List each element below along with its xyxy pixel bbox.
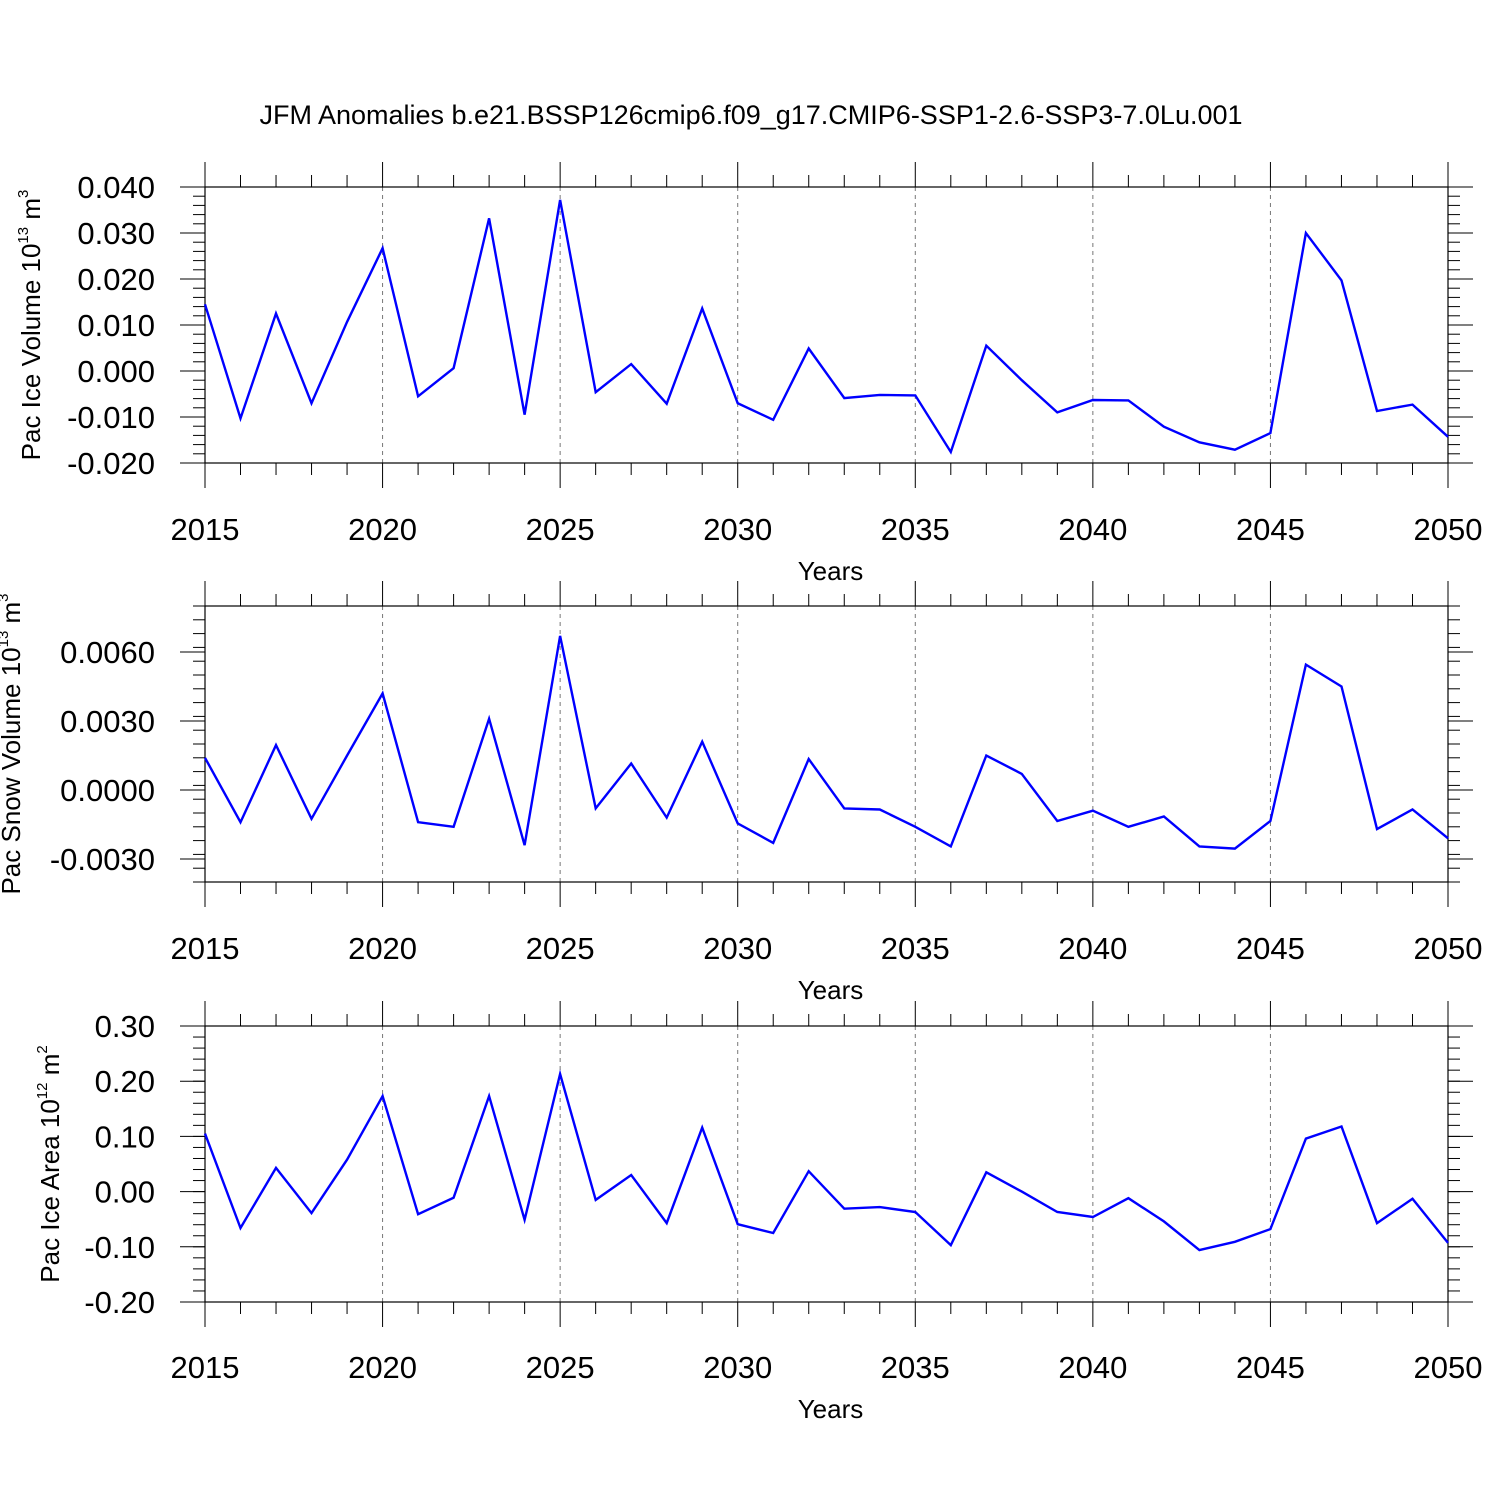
y-axis-label: Pac Snow Volume 1013 m3 bbox=[0, 593, 26, 894]
y-tick-label: -0.020 bbox=[67, 446, 155, 481]
y-axis-label-part: m bbox=[0, 602, 26, 631]
y-axis-label-part: Pac Ice Area 10 bbox=[35, 1099, 65, 1283]
x-tick-label: 2020 bbox=[348, 931, 417, 966]
y-tick-label: -0.20 bbox=[84, 1285, 155, 1320]
y-axis-label-part: m bbox=[16, 198, 46, 227]
x-axis-label: Years bbox=[798, 556, 864, 586]
x-tick-label: 2045 bbox=[1236, 931, 1305, 966]
x-tick-label: 2040 bbox=[1058, 931, 1127, 966]
y-axis-label-superscript: 12 bbox=[34, 1082, 51, 1099]
y-tick-label: 0.030 bbox=[77, 216, 155, 251]
y-tick-label: 0.00 bbox=[95, 1175, 155, 1210]
y-axis-label-superscript: 2 bbox=[34, 1045, 51, 1053]
chart-panel-2: -0.0030 0.0000 0.0030 0.0060 2015 2020 2025 203… bbox=[0, 581, 1482, 1005]
y-tick-label: 0.040 bbox=[77, 170, 155, 205]
y-tick-label: 0.30 bbox=[95, 1009, 155, 1044]
x-tick-label: 2030 bbox=[703, 1350, 772, 1385]
x-tick-label: 2040 bbox=[1058, 512, 1127, 547]
y-axis-label-superscript: 3 bbox=[0, 593, 12, 601]
x-axis-label: Years bbox=[798, 1394, 864, 1424]
x-tick-label: 2030 bbox=[703, 512, 772, 547]
y-tick-label: 0.0030 bbox=[60, 704, 155, 739]
y-tick-label: 0.0000 bbox=[60, 773, 155, 808]
x-tick-label: 2035 bbox=[881, 512, 950, 547]
y-axis-label-superscript: 3 bbox=[15, 190, 32, 198]
x-axis-label: Years bbox=[798, 975, 864, 1005]
x-tick-label: 2025 bbox=[526, 931, 595, 966]
x-tick-label: 2045 bbox=[1236, 512, 1305, 547]
y-tick-label: 0.10 bbox=[95, 1119, 155, 1154]
x-tick-label: 2050 bbox=[1414, 512, 1483, 547]
plot-frame bbox=[204, 1025, 1449, 1303]
panels: -0.020 -0.010 0.000 0.010 0.020 0.030 0.040 201… bbox=[0, 162, 1482, 1424]
y-tick-label: 0.020 bbox=[77, 262, 155, 297]
x-tick-label: 2015 bbox=[171, 931, 240, 966]
y-tick-label: -0.010 bbox=[67, 400, 155, 435]
figure-title: JFM Anomalies b.e21.BSSP126cmip6.f09_g17… bbox=[259, 100, 1242, 130]
y-tick-label: 0.0060 bbox=[60, 635, 155, 670]
series-line bbox=[203, 1069, 1449, 1252]
y-tick-label: 0.20 bbox=[95, 1064, 155, 1099]
y-axis-label-part: m bbox=[35, 1054, 65, 1083]
x-tick-label: 2035 bbox=[881, 1350, 950, 1385]
x-tick-label: 2020 bbox=[348, 512, 417, 547]
x-tick-label: 2015 bbox=[171, 512, 240, 547]
y-axis-label-part: Pac Snow Volume 10 bbox=[0, 647, 26, 894]
chart-panel-3: -0.20 -0.10 0.00 0.10 0.20 0.30 2015 2020 2025 20… bbox=[34, 1001, 1482, 1424]
x-tick-label: 2050 bbox=[1414, 931, 1483, 966]
chart-panel-1: -0.020 -0.010 0.000 0.010 0.020 0.030 0.040 201… bbox=[15, 162, 1482, 586]
series-line bbox=[203, 635, 1449, 850]
x-tick-label: 2040 bbox=[1058, 1350, 1127, 1385]
y-axis-label: Pac Ice Area 1012 m2 bbox=[34, 1045, 65, 1282]
x-tick-label: 2025 bbox=[526, 512, 595, 547]
y-tick-label: -0.10 bbox=[84, 1230, 155, 1265]
y-tick-label: 0.010 bbox=[77, 308, 155, 343]
x-tick-label: 2035 bbox=[881, 931, 950, 966]
x-tick-label: 2050 bbox=[1414, 1350, 1483, 1385]
x-tick-label: 2015 bbox=[171, 1350, 240, 1385]
x-tick-label: 2030 bbox=[703, 931, 772, 966]
series-line bbox=[203, 199, 1449, 455]
plot-frame bbox=[204, 186, 1449, 464]
x-tick-label: 2045 bbox=[1236, 1350, 1305, 1385]
y-tick-label: -0.0030 bbox=[50, 842, 155, 877]
y-axis-label: Pac Ice Volume 1013 m3 bbox=[15, 190, 46, 461]
y-axis-label-superscript: 13 bbox=[15, 227, 32, 244]
y-tick-label: 0.000 bbox=[77, 354, 155, 389]
x-tick-label: 2025 bbox=[526, 1350, 595, 1385]
y-axis-label-superscript: 13 bbox=[0, 631, 12, 648]
x-tick-label: 2020 bbox=[348, 1350, 417, 1385]
y-axis-label-part: Pac Ice Volume 10 bbox=[16, 244, 46, 461]
plot-frame bbox=[204, 605, 1449, 883]
